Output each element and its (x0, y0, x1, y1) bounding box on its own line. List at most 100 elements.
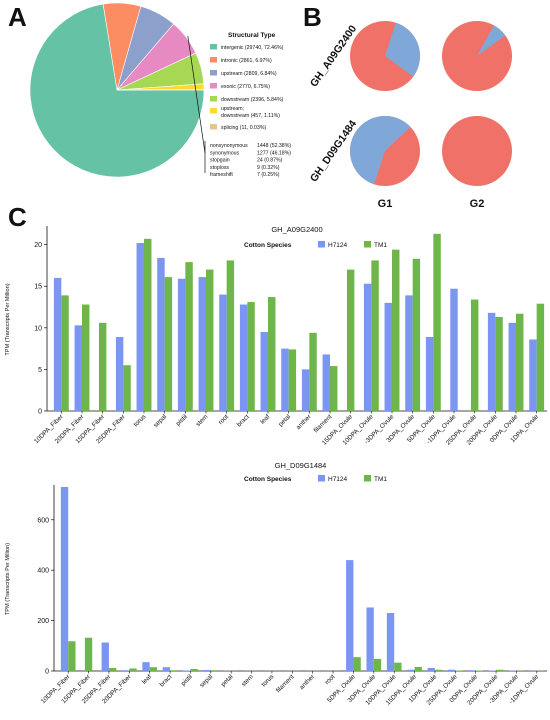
c2-bar-4-h7124 (142, 662, 150, 671)
pie-legend-label-3: exonic (2770, 6.75%) (221, 84, 270, 90)
c1-bar-17-h7124 (405, 295, 413, 411)
c2-bar-7-h7124 (203, 669, 211, 671)
pie-legend-swatch-6 (210, 124, 217, 130)
pie-legend-title: Structural Type (228, 32, 276, 39)
c2-title: GH_D09G1484 (275, 461, 327, 470)
pie-legend-swatch-2 (210, 70, 217, 76)
c1-bar-22-h7124 (508, 322, 516, 411)
exonic-value-2: 24 (0.87%) (257, 158, 283, 164)
pie-legend-label-1: intronic (2861, 6.97%) (221, 58, 272, 64)
c1-xtick-label-4: torus (132, 413, 147, 428)
c1-xtick-label-5: sepal (152, 413, 168, 429)
c2-bar-17-h7124 (407, 669, 415, 671)
b-col-label-0: G1 (378, 198, 393, 210)
c2-bar-4-tm1 (149, 667, 158, 671)
c2-bar-16-tm1 (394, 662, 402, 671)
c1-bar-18-tm1 (433, 233, 441, 411)
c1-ytick-label-0: 0 (38, 409, 42, 416)
c1-xtick-label-9: bract (236, 413, 251, 428)
c2-xtick-label-10: torus (260, 673, 275, 688)
c1-legend-label-0: H7124 (328, 242, 348, 249)
c2-legend-title: Cotton Species (244, 476, 292, 483)
c2-bar-14-tm1 (353, 657, 361, 671)
c2-xtick-label-12: anther (298, 673, 316, 691)
c1-xtick-label-10: leaf (259, 413, 271, 425)
b-pie-1-0-minor (350, 115, 411, 185)
panel-letter-b: B (303, 2, 322, 32)
c2-bar-3-tm1 (129, 668, 137, 671)
c2-bar-21-tm1 (496, 669, 504, 671)
c2-legend-swatch-0 (318, 475, 325, 482)
c1-legend-title: Cotton Species (244, 242, 292, 249)
c1-bar-4-h7124 (136, 242, 144, 411)
exonic-label-4: frameshift (210, 172, 233, 178)
c2-bar-18-tm1 (434, 669, 443, 671)
c1-legend-label-1: TM1 (374, 242, 387, 249)
c1-bar-7-tm1 (206, 269, 214, 411)
c2-xtick-label-11: filament (275, 673, 296, 694)
c2-bar-3-h7124 (121, 670, 130, 671)
c2-xtick-label-7: sepal (198, 673, 214, 689)
c2-bar-1-tm1 (84, 637, 93, 671)
c1-xtick-label-12: anther (295, 413, 313, 431)
c1-xtick-label-11: petal (277, 413, 292, 428)
c1-bar-10-h7124 (260, 331, 268, 411)
c1-bar-1-h7124 (74, 325, 82, 411)
c2-bar-7-tm1 (210, 670, 219, 671)
c1-bar-7-h7124 (198, 277, 206, 411)
pie-legend-swatch-1 (210, 57, 217, 63)
c1-bar-22-tm1 (516, 313, 524, 411)
c1-bar-13-h7124 (322, 354, 330, 411)
c1-bar-17-tm1 (412, 258, 421, 411)
c2-bar-22-h7124 (509, 670, 517, 671)
c1-bar-3-tm1 (123, 365, 131, 411)
c1-xtick-label-7: stem (195, 413, 210, 428)
c2-bar-20-tm1 (475, 670, 484, 671)
c2-bar-2-tm1 (108, 667, 117, 671)
c2-legend-label-1: TM1 (374, 476, 387, 483)
c1-bar-9-h7124 (239, 304, 248, 411)
exonic-label-2: stopgain (210, 158, 230, 164)
c2-xtick-label-6: pistil (180, 673, 194, 687)
exonic-value-3: 9 (0.32%) (257, 165, 280, 171)
c2-xtick-label-8: petal (220, 673, 235, 688)
c2-bar-18-h7124 (427, 667, 435, 671)
c2-xtick-label-13: root (324, 673, 337, 686)
pie-legend-label-0: intergenic (29740, 72.46%) (221, 45, 284, 51)
c2-bar-5-tm1 (170, 670, 178, 671)
c2-bar-0-tm1 (68, 641, 76, 671)
c1-bar-13-tm1 (330, 366, 338, 411)
exonic-value-1: 1277 (46.18%) (257, 150, 291, 156)
c1-bar-15-tm1 (371, 260, 379, 411)
c2-bar-6-h7124 (183, 670, 191, 671)
c1-bar-10-tm1 (268, 297, 276, 411)
c1-bar-8-h7124 (219, 294, 227, 411)
c2-bar-6-tm1 (190, 668, 198, 671)
b-pie-1-1-main (442, 116, 512, 186)
c1-bar-23-h7124 (529, 339, 537, 411)
c1-bar-20-tm1 (470, 299, 479, 411)
c1-bar-2-tm1 (98, 322, 107, 411)
c1-title: GH_A09G2400 (271, 225, 322, 234)
b-col-label-1: G2 (470, 198, 485, 210)
c1-ytick-label-4: 20 (34, 242, 42, 249)
c2-bar-17-tm1 (414, 666, 422, 671)
c2-ytick-label-2: 400 (37, 568, 49, 575)
c1-xtick-label-8: root (217, 413, 230, 426)
c1-bar-1-tm1 (82, 304, 90, 411)
exonic-value-4: 7 (0.25%) (257, 172, 280, 178)
c2-bar-15-h7124 (366, 607, 374, 671)
pie-legend-swatch-4 (210, 96, 217, 102)
c1-bar-6-tm1 (185, 262, 193, 411)
c2-bar-14-h7124 (346, 560, 354, 671)
exonic-label-0: nonsynonymous (210, 143, 248, 149)
c1-bar-11-tm1 (288, 349, 297, 411)
c1-bar-6-h7124 (177, 278, 186, 411)
c1-ylabel: TPM (Transcripts Per Million) (5, 283, 11, 355)
c2-bar-5-h7124 (162, 667, 171, 671)
c1-bar-5-h7124 (157, 257, 165, 411)
c2-xtick-label-4: leaf (141, 673, 153, 685)
c2-ytick-label-3: 600 (37, 517, 49, 524)
c2-bar-19-tm1 (455, 670, 463, 671)
